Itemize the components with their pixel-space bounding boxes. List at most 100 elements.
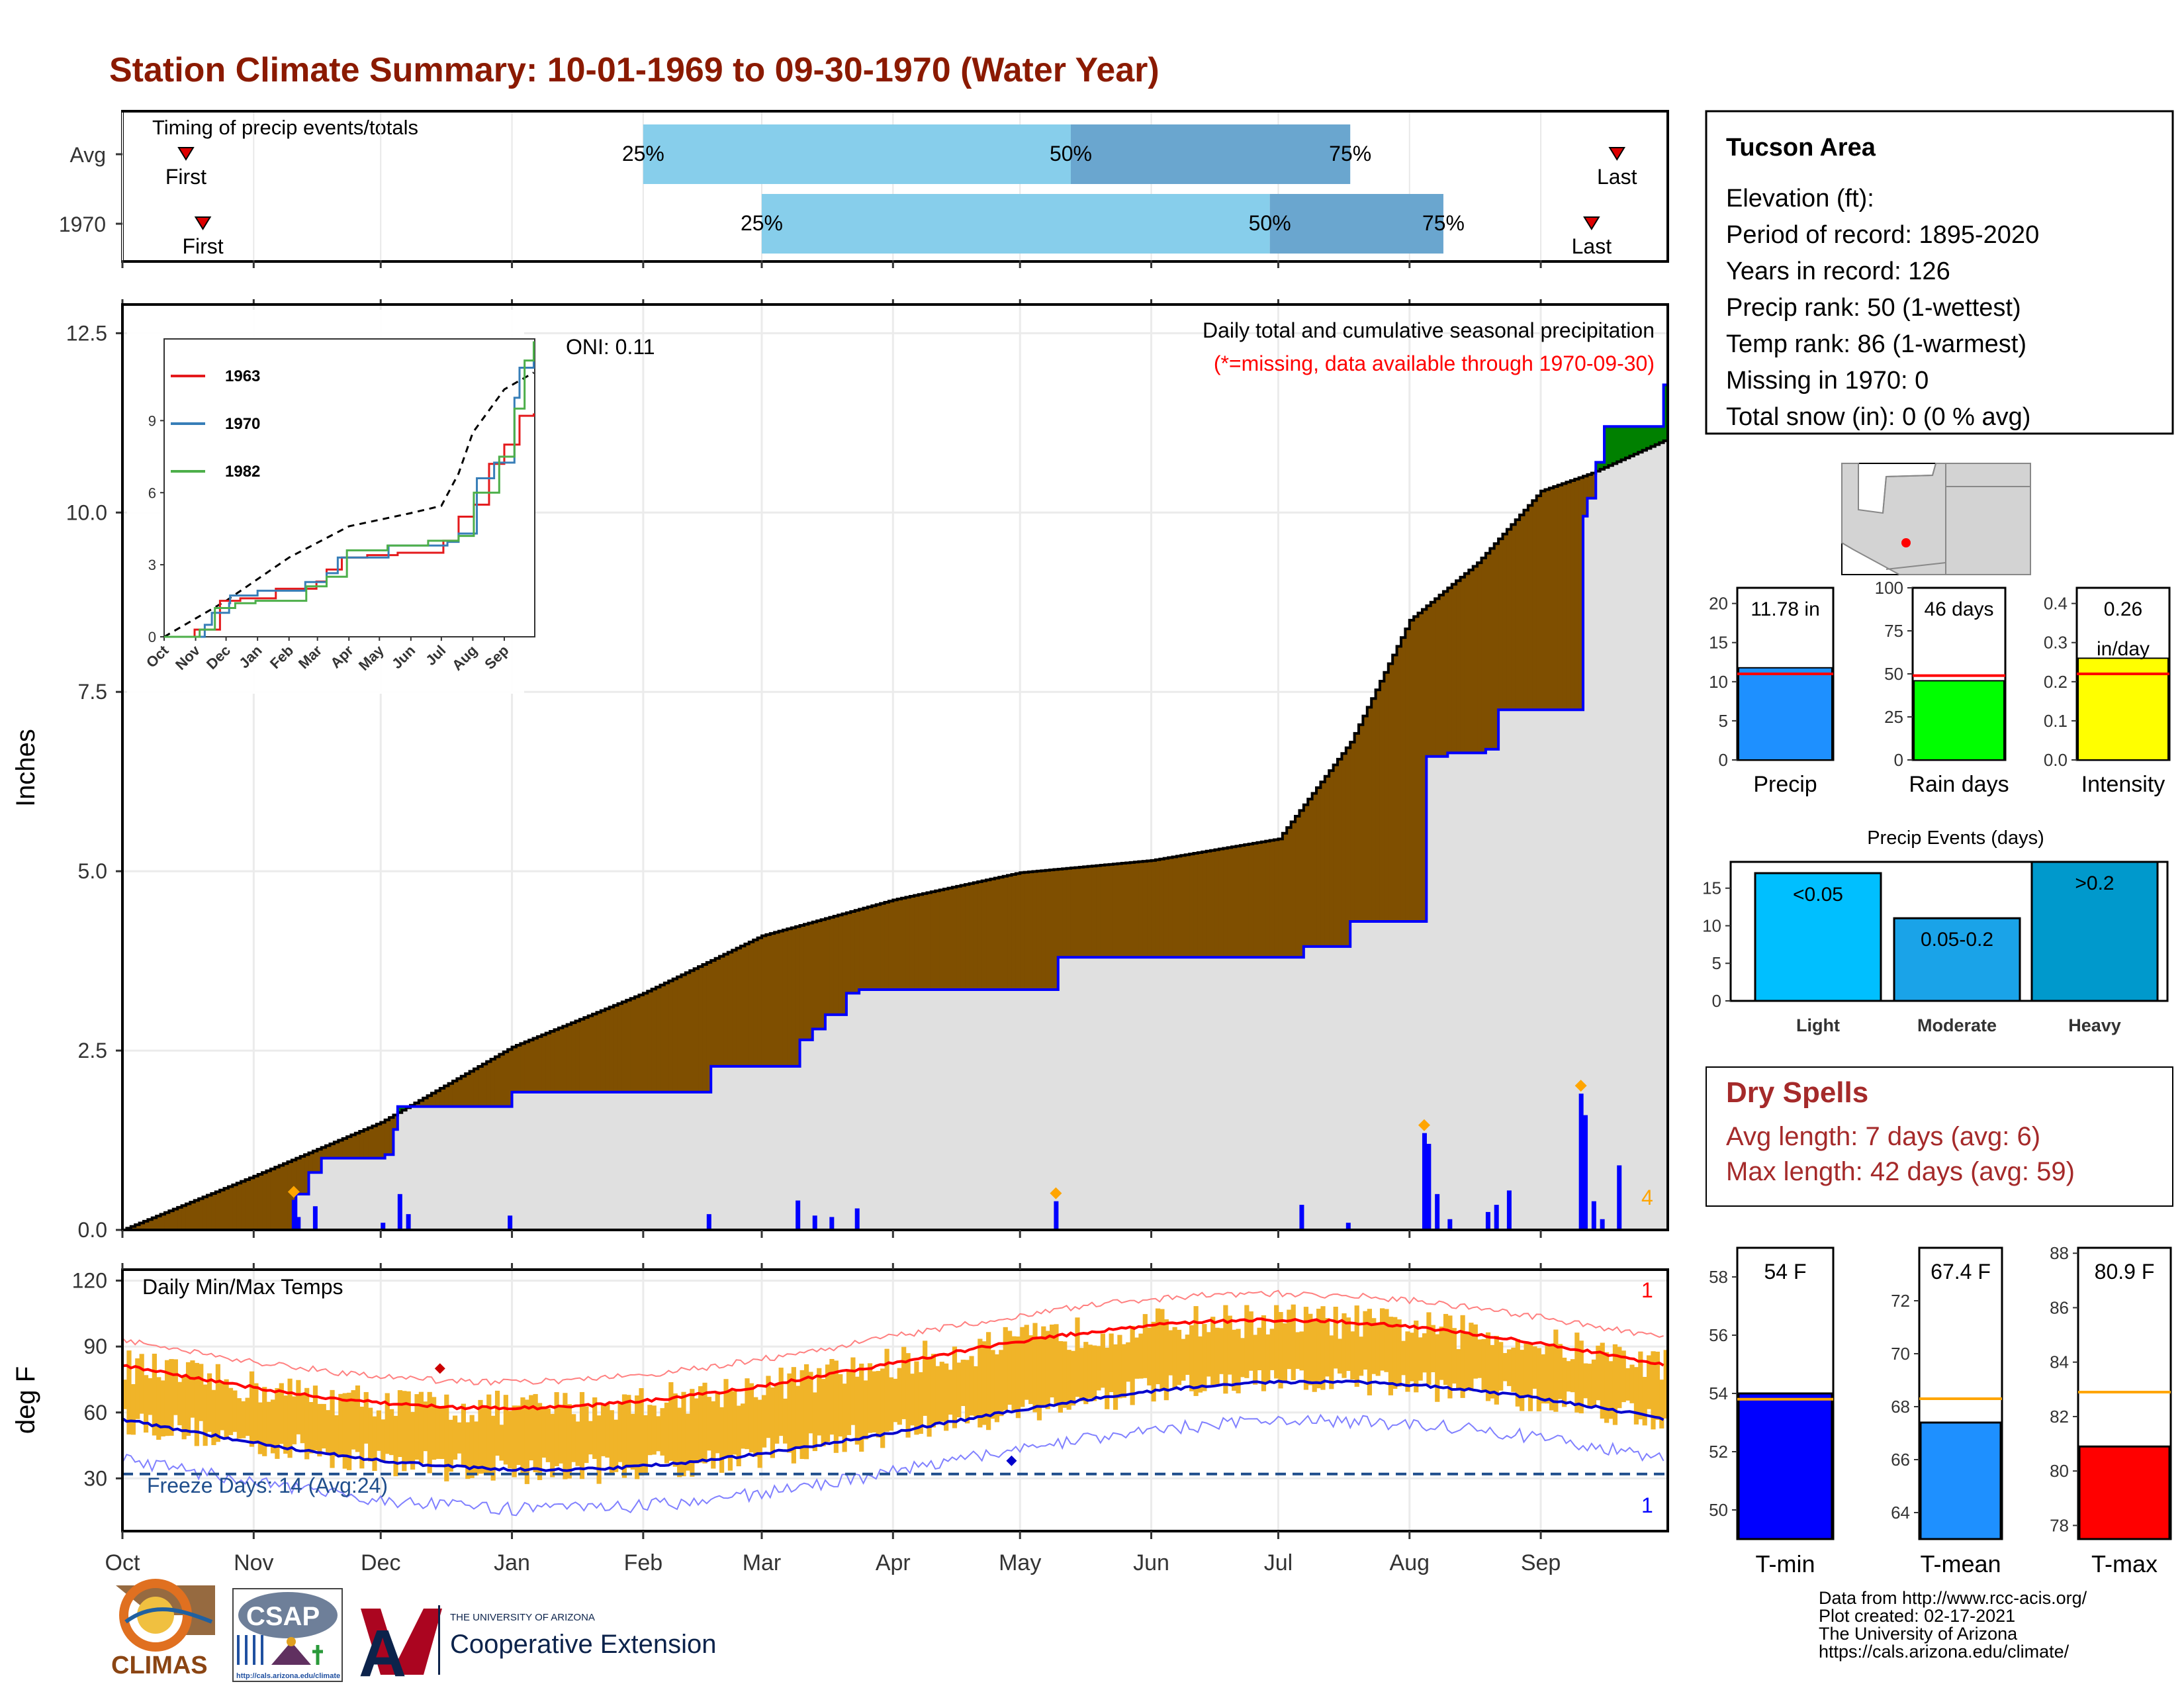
- precip-deficit-bar: [897, 899, 902, 990]
- precip-deficit-bar: [770, 933, 775, 1066]
- precip-deficit-bar: [1591, 473, 1596, 498]
- daily-temp-bar: [1345, 1317, 1351, 1372]
- temp-bar-tick-label: 54: [1709, 1383, 1728, 1403]
- daily-temp-bar: [266, 1401, 271, 1447]
- daily-temp-bar: [1024, 1325, 1029, 1400]
- daily-temp-bar: [1333, 1307, 1338, 1369]
- temp-bar-label: T-min: [1756, 1550, 1815, 1577]
- precip-deficit-bar: [927, 892, 932, 990]
- precip-deficit-bar: [639, 994, 644, 1092]
- station-info-box: Tucson Area Elevation (ft): Period of rec…: [1705, 110, 2174, 435]
- precip-deficit-bar: [872, 906, 877, 990]
- daily-temp-bar: [694, 1398, 699, 1464]
- daily-temp-bar: [148, 1378, 153, 1415]
- daily-temp-bar: [1291, 1304, 1296, 1380]
- precip-deficit-bar: [1028, 872, 1034, 990]
- precip-deficit-bar: [262, 1172, 267, 1230]
- month-label: Dec: [361, 1550, 400, 1575]
- daily-precip-bar: [1506, 1190, 1512, 1230]
- precip-surplus-bar: [402, 1106, 407, 1111]
- mini-bar-tick-label: 75: [1884, 621, 1903, 641]
- daily-temp-bar: [1197, 1336, 1203, 1393]
- precip-deficit-bar: [1003, 876, 1008, 990]
- mini-bar-tick-label: 5: [1719, 711, 1728, 731]
- daily-precip-bar: [1447, 1219, 1453, 1230]
- daily-temp-bar: [1054, 1324, 1059, 1407]
- daily-temp-bar: [1232, 1329, 1237, 1391]
- precip-deficit-bar: [1138, 861, 1144, 958]
- precip-deficit-bar: [220, 1190, 225, 1230]
- precip-deficit-bar: [1506, 529, 1512, 710]
- daily-temp-bar: [257, 1402, 263, 1454]
- daily-temp-bar: [880, 1368, 886, 1448]
- daily-temp-bar: [541, 1406, 547, 1458]
- daily-temp-bar: [799, 1370, 805, 1460]
- precip-deficit-bar: [1232, 847, 1237, 958]
- precip-deficit-bar: [741, 946, 745, 1066]
- daily-precip-bar: [829, 1217, 835, 1230]
- timing-first-marker: [177, 147, 195, 161]
- daily-temp-bar: [554, 1392, 559, 1466]
- record-high-line: [122, 1289, 1664, 1386]
- precip-deficit-bar: [1172, 857, 1177, 958]
- daily-temp-bar: [529, 1395, 534, 1461]
- daily-temp-bar: [956, 1362, 962, 1418]
- daily-temp-bar: [1363, 1311, 1368, 1370]
- timing-last-label: Last: [1597, 165, 1637, 189]
- precip-deficit-bar: [1248, 843, 1253, 958]
- daily-temp-bar: [905, 1353, 911, 1438]
- daily-temp-bar: [1481, 1338, 1486, 1392]
- daily-temp-bar: [757, 1399, 762, 1468]
- precip-deficit-bar: [706, 962, 711, 1092]
- temp-bar-tick-label: 72: [1891, 1291, 1910, 1311]
- precip-deficit-bar: [1240, 845, 1245, 958]
- precip-deficit-bar: [838, 915, 843, 1015]
- daily-temp-bar: [494, 1390, 500, 1456]
- precip-deficit-bar: [1443, 591, 1448, 757]
- daily-temp-bar: [821, 1379, 826, 1446]
- daily-temp-bar: [1633, 1367, 1639, 1425]
- mini-bar-tick-label: 25: [1884, 707, 1903, 727]
- precip-deficit-bar: [668, 980, 674, 1092]
- daily-temp-bar: [304, 1387, 310, 1460]
- precip-deficit-bar: [1015, 873, 1021, 990]
- daily-temp-bar: [1498, 1342, 1504, 1391]
- precip-deficit-bar: [465, 1074, 471, 1107]
- precip-deficit-bar: [702, 964, 707, 1092]
- daily-precip-bar: [796, 1200, 801, 1230]
- precip-deficit-bar: [1562, 483, 1567, 710]
- daily-temp-bar: [181, 1375, 187, 1440]
- daily-temp-bar: [1638, 1351, 1643, 1420]
- precip-deficit-bar: [821, 919, 826, 1029]
- precip-deficit-bar: [1430, 602, 1435, 757]
- daily-temp-bar: [1269, 1329, 1275, 1370]
- precip-surplus-bar: [1663, 385, 1668, 441]
- daily-temp-bar: [291, 1396, 297, 1444]
- timing-panel: Timing of precip events/totals Avg 25% 50%…: [59, 110, 1669, 305]
- precip-deficit-bar: [554, 1029, 559, 1092]
- daily-temp-bar: [1422, 1333, 1428, 1373]
- daily-temp-bar: [770, 1387, 775, 1458]
- daily-temp-bar: [1020, 1327, 1025, 1407]
- precip-deficit-bar: [326, 1145, 331, 1158]
- daily-temp-bar: [1295, 1332, 1300, 1369]
- precip-deficit-bar: [1494, 543, 1499, 749]
- precip-deficit-bar: [232, 1184, 238, 1230]
- precip-deficit-bar: [1524, 510, 1529, 710]
- precip-deficit-bar: [1050, 870, 1054, 990]
- precip-deficit-bar: [1485, 553, 1490, 749]
- daily-temp-bar: [854, 1376, 860, 1445]
- daily-temp-bar: [372, 1416, 377, 1472]
- precip-deficit-bar: [1324, 776, 1330, 947]
- daily-temp-bar: [512, 1405, 517, 1477]
- avg-max-temp-line: [122, 1317, 1664, 1411]
- daily-temp-bar: [1265, 1334, 1271, 1383]
- daily-precip-bar: [1054, 1201, 1059, 1230]
- mini-bar-label: Rain days: [1909, 772, 2009, 797]
- mini-bar-tick-label: 50: [1884, 664, 1903, 684]
- daily-temp-bar: [558, 1406, 564, 1464]
- precip-deficit-bar: [1032, 871, 1038, 990]
- daily-temp-bar: [817, 1368, 822, 1436]
- climas-logo-text: CLIMAS: [111, 1652, 208, 1679]
- precip-deficit-bar: [338, 1140, 343, 1158]
